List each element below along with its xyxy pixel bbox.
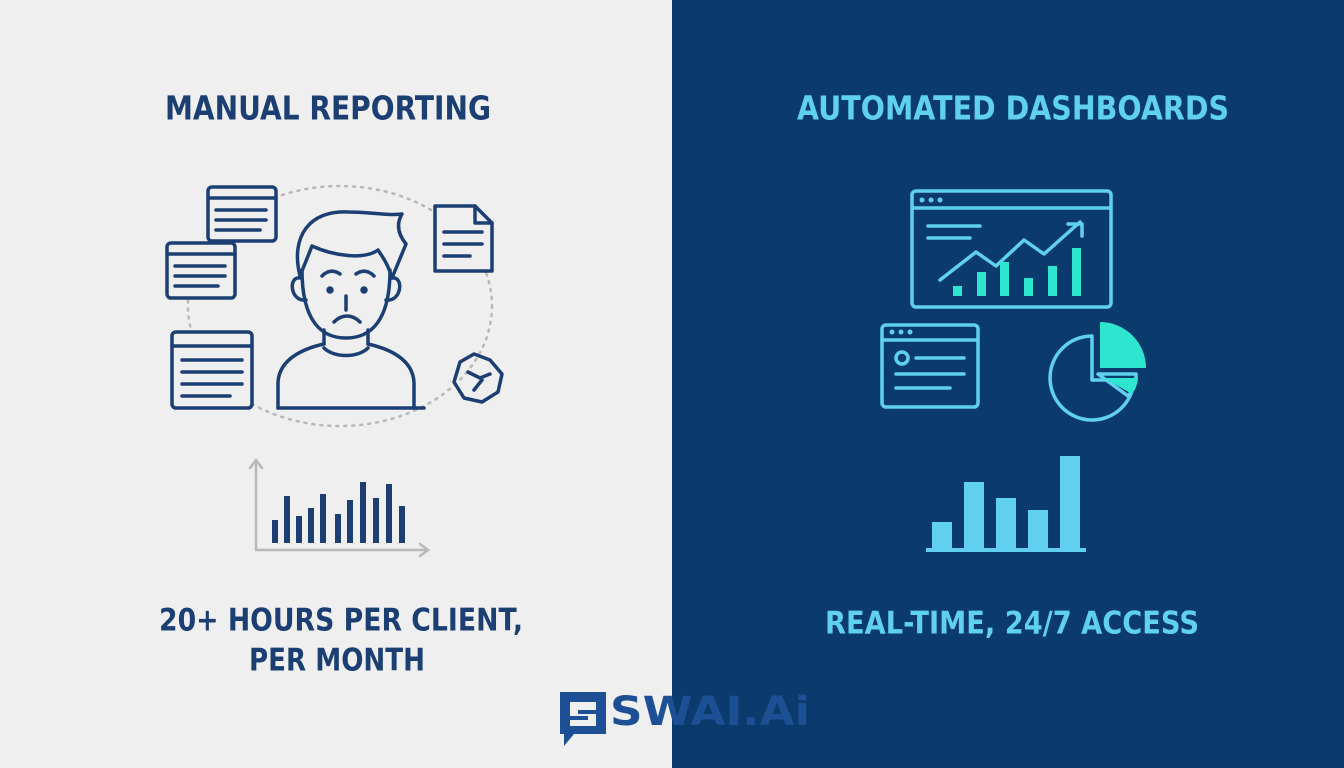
right-caption: REAL-TIME, 24/7 ACCESS bbox=[825, 606, 1199, 642]
left-caption-line: PER MONTH bbox=[249, 643, 425, 679]
right-title: AUTOMATED DASHBOARDS bbox=[797, 89, 1229, 128]
logo: SWAI.Ai bbox=[560, 689, 810, 746]
left-caption-line: 20+ HOURS PER CLIENT, bbox=[159, 603, 523, 639]
left-title: MANUAL REPORTING bbox=[165, 89, 491, 128]
dashboard-illustration bbox=[880, 189, 1146, 552]
left-panel bbox=[0, 0, 672, 768]
manual-illustration bbox=[165, 184, 504, 558]
right-panel bbox=[672, 0, 1344, 768]
logo-text: SWAI.Ai bbox=[610, 689, 810, 735]
